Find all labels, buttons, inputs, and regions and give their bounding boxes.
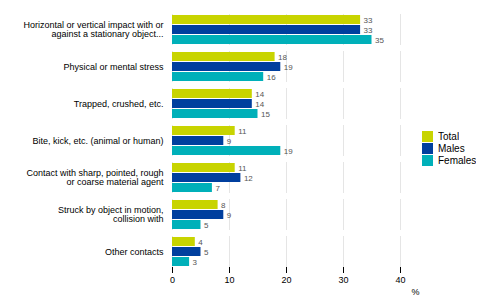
svg-text:35: 35 [375,36,384,45]
svg-text:5: 5 [204,248,209,257]
svg-text:15: 15 [261,110,270,119]
svg-text:16: 16 [267,73,276,82]
svg-text:5: 5 [204,221,209,230]
svg-text:4: 4 [198,238,203,247]
svg-text:9: 9 [227,137,232,146]
svg-text:14: 14 [255,90,264,99]
svg-text:9: 9 [227,211,232,220]
svg-text:Horizontal or vertical impact: Horizontal or vertical impact with oraga… [23,20,163,39]
svg-text:20: 20 [281,275,291,285]
svg-text:Bite, kick, etc. (animal or hu: Bite, kick, etc. (animal or human) [32,136,163,146]
svg-text:30: 30 [338,275,348,285]
svg-text:Struck by object in motion,col: Struck by object in motion,collision wit… [58,205,164,224]
svg-text:14: 14 [255,100,264,109]
svg-text:12: 12 [244,174,253,183]
svg-text:33: 33 [364,16,373,25]
html-text:Males: Males [438,143,465,154]
svg-text:Physical or mental stress: Physical or mental stress [63,62,164,72]
svg-text:19: 19 [284,147,293,156]
svg-text:11: 11 [238,127,247,136]
svg-text:18: 18 [278,53,287,62]
html-text:Females: Females [438,155,477,166]
svg-text:11: 11 [238,164,247,173]
svg-text:7: 7 [215,184,220,193]
svg-text:Trapped, crushed, etc.: Trapped, crushed, etc. [74,99,164,109]
svg-text:8: 8 [221,201,226,210]
html-text:Total: Total [438,131,460,142]
svg-text:19: 19 [284,63,293,72]
svg-text:3: 3 [193,258,198,267]
svg-text:%: % [411,287,419,297]
svg-text:0: 0 [170,275,175,285]
svg-text:33: 33 [364,26,373,35]
svg-text:Contact with sharp, pointed, r: Contact with sharp, pointed, roughor coa… [26,168,164,187]
svg-text:10: 10 [224,275,234,285]
svg-text:Other contacts: Other contacts [105,247,164,257]
svg-text:40: 40 [395,275,405,285]
